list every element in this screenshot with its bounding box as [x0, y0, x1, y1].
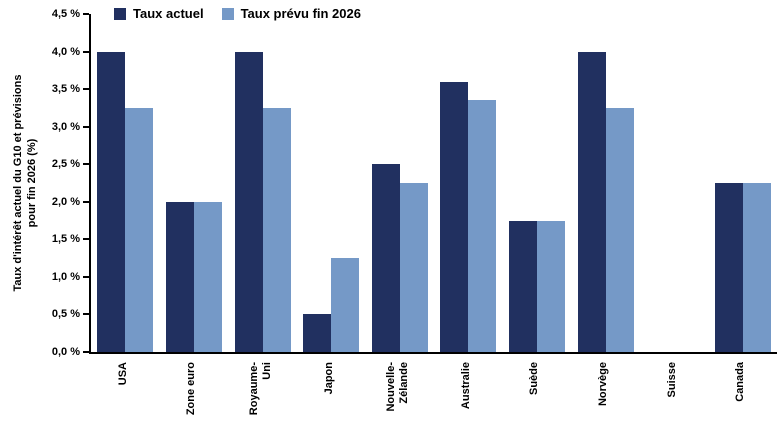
y-axis-tick-mark — [83, 275, 89, 278]
y-axis-tick-mark — [83, 351, 89, 353]
y-axis-tick-mark — [83, 200, 89, 203]
y-axis-tick-mark — [83, 313, 89, 316]
plot-area — [89, 14, 777, 354]
legend-swatch-forecast-icon — [221, 7, 234, 20]
bar-forecast-zone-euro — [193, 201, 222, 352]
bar-current-nouvelle--zélande — [371, 164, 400, 352]
y-axis-tick-mark — [83, 88, 89, 91]
bar-forecast-norvège — [605, 107, 634, 352]
y-axis-tick-label: 4,5 % — [51, 8, 80, 20]
legend-item-taux-prevu: Taux prévu fin 2026 — [221, 6, 361, 21]
bar-current-royaume--uni — [234, 51, 263, 352]
bar-current-norvège — [577, 51, 606, 352]
y-axis-tick-label: 1,0 % — [51, 270, 80, 283]
bar-current-australie — [440, 81, 469, 352]
y-axis-tick-label: 2,0 % — [51, 195, 80, 208]
legend-label-current: Taux actuel — [133, 6, 204, 21]
y-axis-tick-label: 1,5 % — [51, 233, 80, 246]
bar-forecast-usa — [125, 107, 154, 352]
x-axis-label-zone-euro: Zone euro — [185, 362, 198, 416]
bar-forecast-canada — [742, 183, 771, 352]
legend: Taux actuel Taux prévu fin 2026 — [114, 6, 379, 21]
y-axis-tick-mark — [83, 125, 89, 128]
legend-swatch-current-icon — [114, 7, 126, 20]
x-axis-label-nouvelle--zélande: Nouvelle- Zélande — [384, 362, 410, 412]
bar-current-zone-euro — [165, 201, 194, 352]
y-axis-tick-mark — [83, 50, 89, 53]
bar-current-canada — [714, 183, 743, 352]
y-axis-title-line1: Taux d'intérêt actuel du G10 et prévisio… — [12, 74, 24, 292]
bar-forecast-royaume--uni — [262, 107, 291, 352]
x-axis-label-usa: USA — [116, 362, 129, 386]
bar-forecast-nouvelle--zélande — [399, 183, 428, 352]
x-axis-label-royaume--uni: Royaume- Uni — [247, 362, 273, 416]
y-axis-tick-mark — [83, 163, 89, 166]
y-axis-tick-label: 3,0 % — [51, 120, 80, 133]
y-axis-tick-label: 4,0 % — [51, 45, 80, 58]
y-axis-tick-label: 0,0 % — [51, 346, 80, 358]
x-axis-label-suisse: Suisse — [665, 362, 678, 398]
bar-current-suède — [508, 220, 537, 352]
y-axis-tick-label: 2,5 % — [51, 158, 80, 171]
y-axis-tick-mark — [83, 13, 89, 15]
x-axis-label-norvège: Norvège — [597, 362, 609, 407]
x-axis-label-japon: Japon — [322, 362, 335, 395]
legend-item-taux-actuel: Taux actuel — [114, 6, 204, 21]
y-axis-tick-label: 0,5 % — [51, 308, 80, 321]
x-axis-label-canada: Canada — [734, 362, 747, 402]
bar-current-japon — [303, 314, 332, 352]
legend-label-forecast: Taux prévu fin 2026 — [240, 6, 361, 21]
bar-forecast-japon — [331, 258, 360, 352]
bar-forecast-suède — [536, 220, 565, 352]
bar-forecast-australie — [468, 100, 497, 352]
x-axis-label-suède: Suède — [528, 362, 541, 396]
x-axis-label-australie: Australie — [459, 362, 472, 410]
y-axis-tick-mark — [83, 238, 89, 241]
y-axis-tick-label: 3,5 % — [51, 83, 80, 96]
bar-current-usa — [97, 51, 126, 352]
